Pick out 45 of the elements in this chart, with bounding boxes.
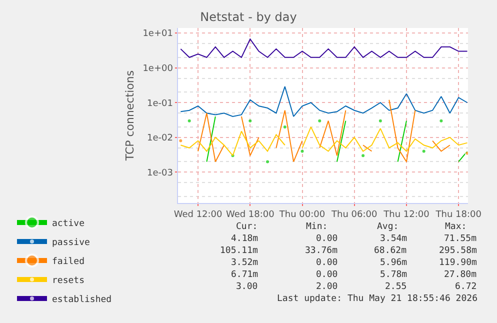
text: 3.54m — [380, 234, 408, 244]
x-tick-label: Wed 12:00 — [174, 210, 223, 220]
text: 2.00 — [316, 282, 338, 292]
text: 27.80m — [444, 270, 477, 280]
x-tick-label: Thu 06:00 — [330, 210, 378, 220]
text: 4.18m — [231, 234, 258, 244]
legend-label: active — [52, 219, 85, 230]
y-axis-title: TCP connections — [123, 70, 136, 162]
text: 295.58m — [439, 246, 477, 256]
y-tick-label: 1e+01 — [142, 29, 173, 40]
x-tick-label: Wed 18:00 — [226, 210, 275, 220]
text: 5.96m — [380, 258, 408, 268]
text: Min: — [306, 222, 328, 232]
text: 6.72 — [455, 282, 477, 292]
text: Avg: — [377, 222, 399, 232]
chart-title: Netstat - by day — [200, 10, 297, 24]
x-tick-label: Thu 18:00 — [434, 210, 482, 220]
legend-label: resets — [52, 276, 85, 286]
text: 33.76m — [305, 246, 338, 256]
text: 68.62m — [374, 246, 407, 256]
line-series — [180, 38, 468, 58]
x-tick-label: Thu 12:00 — [382, 210, 430, 220]
y-tick-label: 1e-01 — [146, 98, 173, 109]
x-tick-label: Thu 00:00 — [278, 210, 326, 220]
text: 3.00 — [236, 282, 258, 292]
text: Cur: — [236, 222, 258, 232]
text: 2.55 — [385, 282, 407, 292]
line-series — [180, 86, 468, 117]
text: 0.00 — [316, 270, 338, 280]
y-tick-label: 1e+00 — [142, 64, 174, 74]
text: 3.52m — [231, 258, 258, 268]
text: 6.71m — [231, 270, 258, 280]
text: 5.78m — [380, 270, 408, 280]
text: Max: — [445, 222, 467, 232]
y-tick-label: 1e-03 — [146, 168, 173, 178]
y-tick-label: 1e-02 — [146, 134, 173, 144]
text: 0.00 — [316, 234, 338, 244]
legend-label: failed — [52, 257, 85, 268]
legend-label: established — [52, 295, 112, 306]
text: 119.90m — [439, 258, 477, 268]
legend-label: passive — [52, 238, 90, 248]
text: 71.55m — [444, 234, 477, 244]
text: 105.11m — [220, 246, 258, 256]
text: Last update: Thu May 21 18:55:46 2026 — [277, 294, 478, 304]
text: 0.00 — [316, 258, 338, 268]
